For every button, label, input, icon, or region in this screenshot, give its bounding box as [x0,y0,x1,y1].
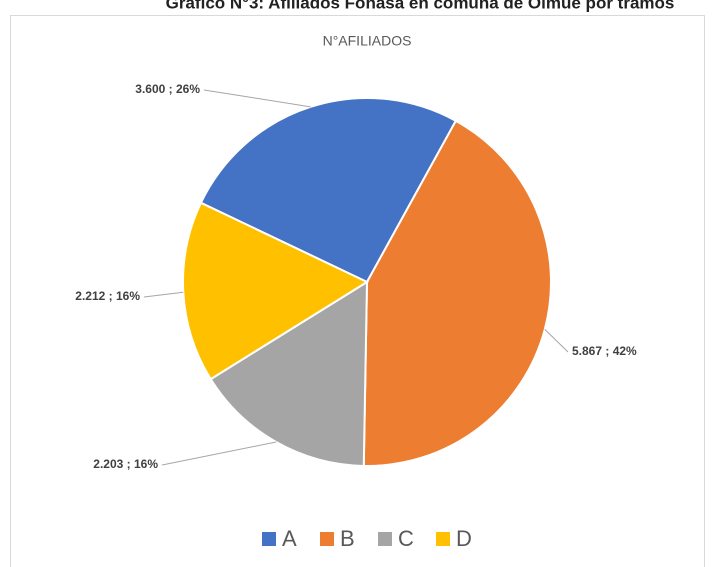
legend-label: C [398,526,414,551]
legend-swatch [320,532,334,546]
leader-line [203,89,311,108]
leader-line [161,441,277,466]
legend-swatch [378,532,392,546]
data-label: 2.212 ; 16% [75,289,140,303]
legend-swatch [262,532,276,546]
chart-title: N°AFILIADOS [323,33,412,49]
page-heading: Gráfico N°3: Afiliados Fonasa en comuna … [166,0,675,12]
data-label: 5.867 ; 42% [572,344,637,358]
leader-line [544,329,569,353]
legend-swatch [436,532,450,546]
pie-slice [182,201,370,381]
legend-label: D [456,526,472,551]
data-label: 2.203 ; 16% [93,457,158,471]
legend-label: A [282,526,297,551]
data-label: 3.600 ; 26% [135,82,200,96]
leader-line [143,291,184,298]
pie-slice [209,280,369,467]
legend-label: B [340,526,355,551]
